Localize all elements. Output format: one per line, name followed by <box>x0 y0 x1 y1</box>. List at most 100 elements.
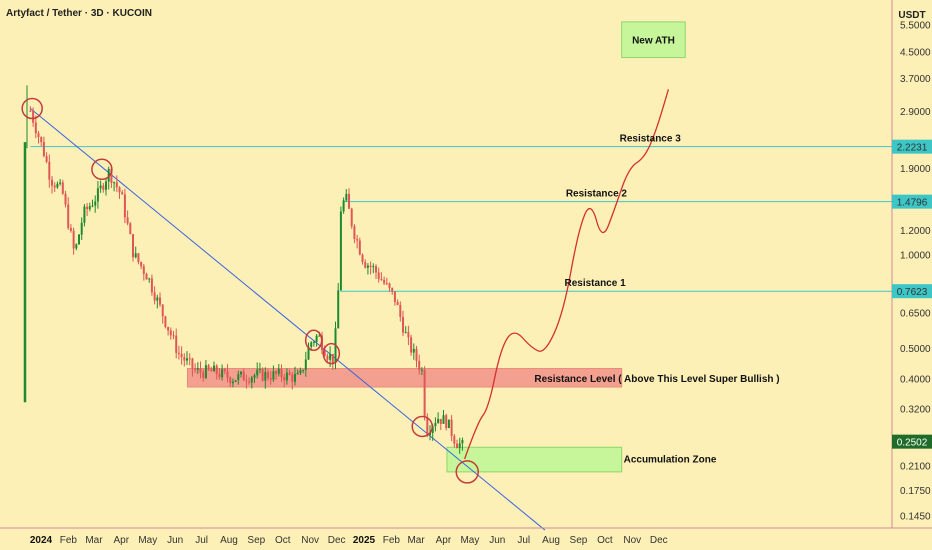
y-tick-label: 1.0000 <box>900 251 931 262</box>
candle-body <box>288 372 291 375</box>
price-tag-bg-3 <box>892 139 932 154</box>
candle <box>40 136 43 147</box>
candle-body <box>215 365 218 375</box>
candle-body <box>229 377 232 384</box>
candle-body <box>453 436 456 444</box>
current-price-tag: 0.2502 <box>897 438 928 449</box>
candle <box>59 178 62 186</box>
candle-body <box>426 417 429 436</box>
candle <box>267 369 270 381</box>
candle-body <box>461 439 464 444</box>
candle-body <box>329 353 332 360</box>
candle-body <box>210 369 213 372</box>
x-tick-label: Sep <box>570 535 588 546</box>
candle <box>145 272 148 280</box>
candle-body <box>380 279 383 281</box>
candle <box>215 364 218 380</box>
candle-body <box>285 372 288 381</box>
x-tick-label: Jun <box>489 535 505 546</box>
candle-body <box>59 182 62 184</box>
price-tag-1: 0.7623 <box>897 287 928 298</box>
candle-body <box>167 326 170 331</box>
circle-marker <box>322 342 341 365</box>
candle <box>161 304 164 324</box>
circle-marker <box>21 97 43 120</box>
candle-body <box>142 266 145 275</box>
x-tick-label: Dec <box>328 535 346 546</box>
candle <box>415 345 418 368</box>
candle-body <box>134 253 137 258</box>
candle-body <box>218 374 221 378</box>
candle-body <box>67 204 70 228</box>
y-tick-label: 0.4000 <box>900 374 931 385</box>
resistance-label-2: Resistance 2 <box>566 189 628 200</box>
candle <box>186 351 189 366</box>
candle <box>358 237 361 256</box>
candle <box>315 334 318 347</box>
candle <box>156 294 159 309</box>
candle <box>56 181 59 189</box>
candle-body <box>172 335 175 337</box>
candle <box>67 197 70 230</box>
candle-body <box>402 316 405 333</box>
candle <box>456 439 459 449</box>
candle-body <box>37 133 40 137</box>
candle <box>113 181 116 192</box>
candle-body <box>342 200 345 212</box>
candle <box>183 353 186 367</box>
candle <box>250 375 253 389</box>
candle-body <box>188 358 191 360</box>
candle <box>29 106 32 112</box>
candle <box>396 299 399 306</box>
candle-body <box>429 432 432 436</box>
candle-body <box>264 371 267 381</box>
candle-body <box>399 304 402 317</box>
candle <box>191 357 194 377</box>
candle <box>188 353 191 366</box>
x-tick-label: Sep <box>247 535 265 546</box>
candle-body <box>78 234 81 245</box>
x-tick-label: Oct <box>275 535 291 546</box>
current-price-tag-bg <box>892 434 932 449</box>
candle <box>258 362 261 374</box>
candle <box>99 180 102 193</box>
y-tick-label: 0.6500 <box>900 309 931 320</box>
accumulation-zone <box>446 446 623 473</box>
price-tag-bg-1 <box>892 284 932 299</box>
currency-label[interactable]: USDT <box>898 10 925 21</box>
candle <box>194 363 197 373</box>
candle <box>102 182 105 193</box>
candle-body <box>388 283 391 288</box>
candle-body <box>137 253 140 263</box>
candle <box>202 369 205 382</box>
x-tick-label: Jul <box>517 535 530 546</box>
candle <box>391 287 394 295</box>
projection-path <box>463 89 670 460</box>
candle-body <box>96 188 99 202</box>
candle <box>164 315 167 329</box>
candle <box>277 364 280 377</box>
candle-body <box>153 292 156 301</box>
annotations-layer: Resistance 3 Resistance 2 Resistance 1 Resi… <box>534 36 779 466</box>
candle-body <box>88 206 91 210</box>
candle <box>442 409 445 424</box>
candle-body <box>234 380 237 382</box>
x-tick-label: May <box>138 535 157 546</box>
candle <box>159 292 162 307</box>
candle <box>269 370 272 385</box>
candle-body <box>204 365 207 378</box>
x-tick-label: Apr <box>114 535 130 546</box>
candle <box>53 182 56 192</box>
candle-body <box>348 193 351 209</box>
candle <box>83 204 86 227</box>
candle-body <box>161 304 164 317</box>
x-tick-label: 2025 <box>353 535 376 546</box>
candle <box>458 437 461 454</box>
candle <box>437 412 440 424</box>
candle-body <box>175 335 178 353</box>
candle-body <box>245 380 248 382</box>
candle <box>388 282 391 292</box>
candle-body <box>383 279 386 284</box>
candles-layer <box>23 85 464 454</box>
